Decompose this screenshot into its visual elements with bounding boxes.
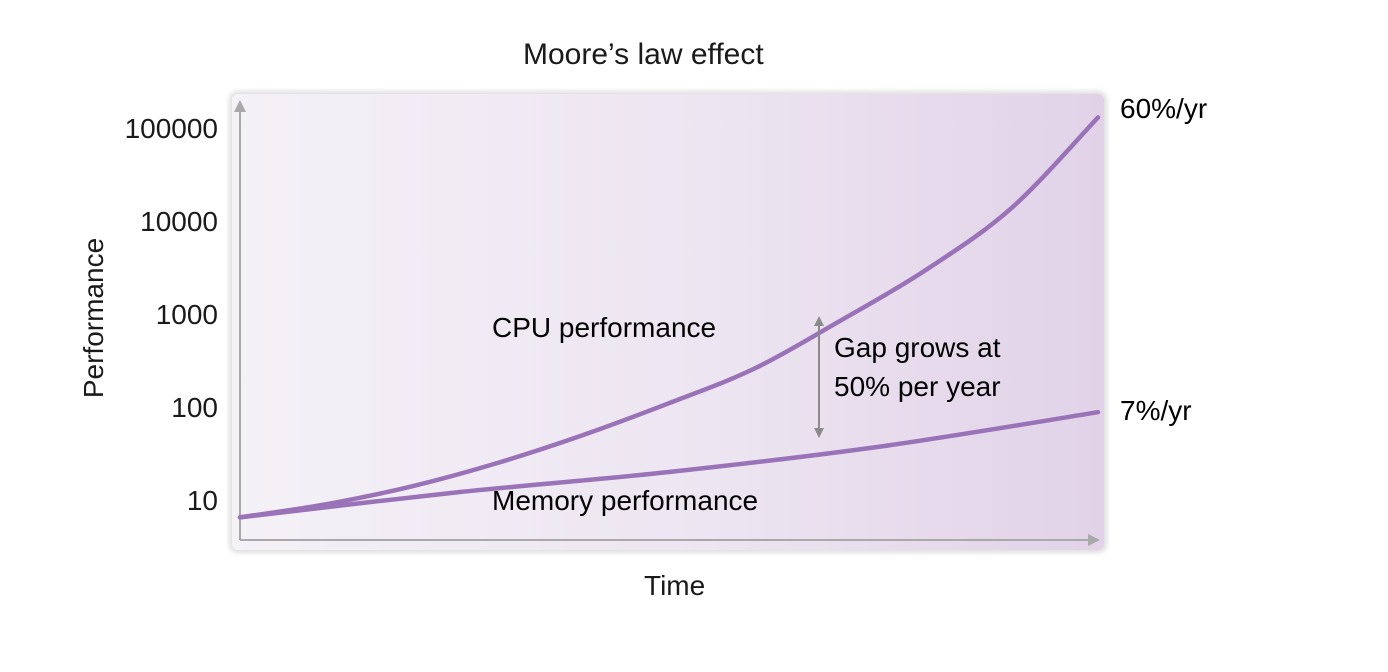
- y-tick-label: 10: [187, 485, 218, 516]
- y-tick-label: 10000: [140, 206, 218, 237]
- x-axis-arrow: [1088, 534, 1100, 546]
- gap-annotation-line2: 50% per year: [834, 371, 1001, 402]
- cpu-performance-line: [237, 115, 1101, 520]
- cpu-series-label: CPU performance: [492, 312, 716, 343]
- y-axis-arrow: [234, 100, 246, 112]
- memory-series-label: Memory performance: [492, 485, 758, 516]
- gap-annotation-line1: Gap grows at: [834, 332, 1001, 363]
- gap-arrow-head-top: [814, 316, 824, 326]
- memory-growth-label: 7%/yr: [1120, 395, 1192, 426]
- cpu-growth-label: 60%/yr: [1120, 93, 1207, 124]
- gap-arrow-head-bottom: [814, 428, 824, 438]
- y-tick-label: 100000: [125, 113, 218, 144]
- y-tick-labels: 100000 10000 1000 100 10: [125, 113, 218, 516]
- y-tick-label: 100: [171, 392, 218, 423]
- x-axis-label: Time: [644, 570, 706, 601]
- y-tick-label: 1000: [156, 299, 218, 330]
- memory-performance-line: [237, 409, 1101, 520]
- chart-title: Moore’s law effect: [523, 38, 764, 71]
